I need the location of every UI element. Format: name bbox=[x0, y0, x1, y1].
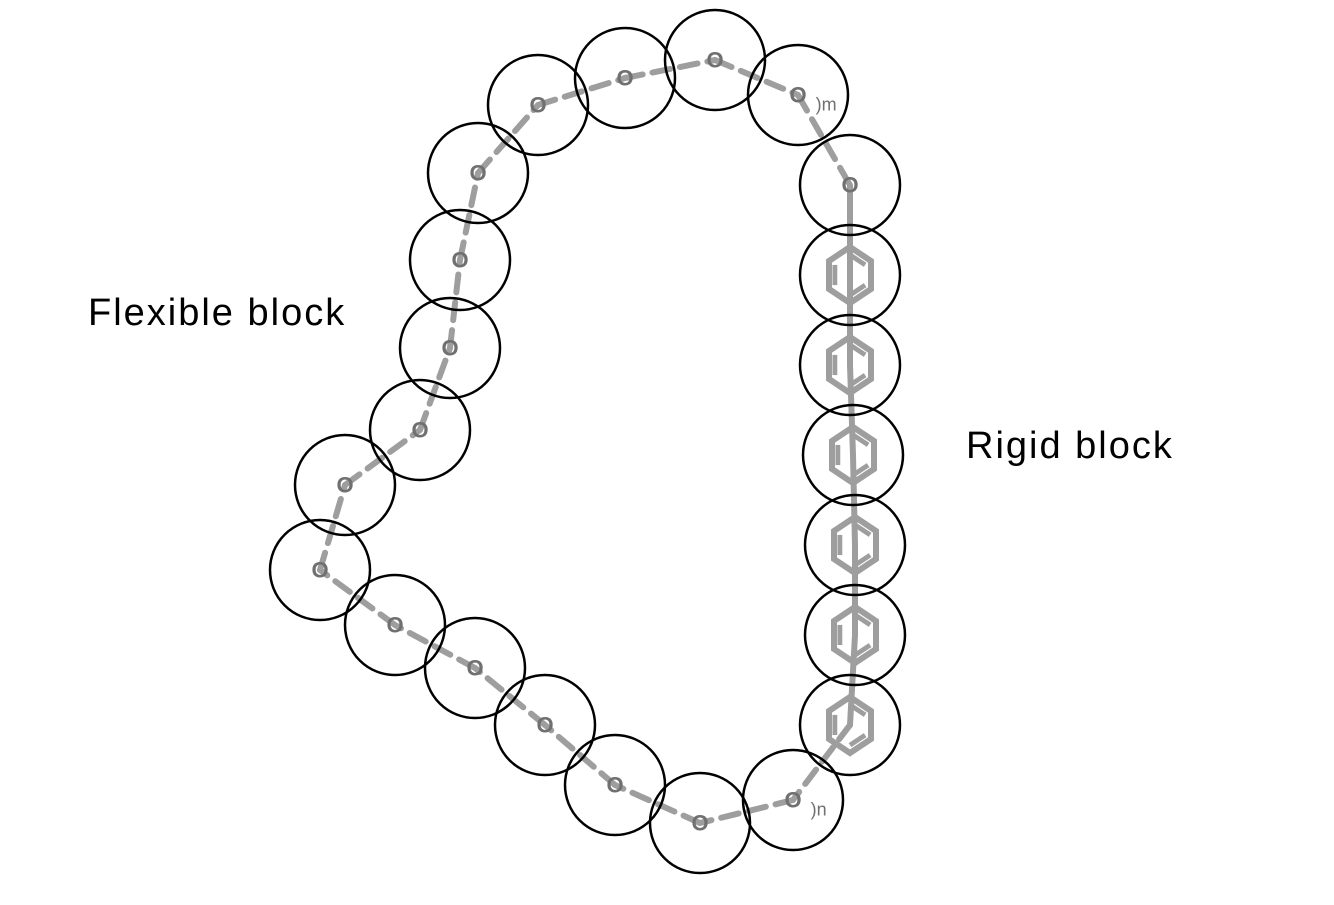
oxygen-label: O bbox=[616, 66, 633, 91]
monomer-circles bbox=[270, 10, 905, 873]
repeat-subscript: )n bbox=[811, 799, 827, 819]
backbone-segment bbox=[625, 60, 715, 78]
backbone-segment bbox=[320, 570, 395, 625]
oxygen-label: O bbox=[789, 83, 806, 108]
oxygen-label: O bbox=[529, 93, 546, 118]
backbone-segment bbox=[395, 625, 475, 668]
oxygen-label: O bbox=[411, 418, 428, 443]
oxygen-label: O bbox=[336, 473, 353, 498]
oxygen-label: O bbox=[606, 773, 623, 798]
backbone-segment bbox=[615, 785, 700, 823]
oxygen-label: O bbox=[841, 173, 858, 198]
repeat-subscript: )m bbox=[816, 94, 837, 114]
backbone-segment bbox=[850, 635, 855, 725]
oxygen-label: O bbox=[451, 248, 468, 273]
backbone-segment bbox=[850, 365, 853, 455]
oxygen-label: O bbox=[441, 336, 458, 361]
backbone-segment bbox=[345, 430, 420, 485]
oxygen-label: O bbox=[706, 48, 723, 73]
backbone-segment bbox=[853, 455, 855, 545]
oxygen-label: O bbox=[386, 613, 403, 638]
oxygen-label: O bbox=[784, 788, 801, 813]
flexible-block-label: Flexible block bbox=[88, 292, 346, 335]
oxygen-label: O bbox=[691, 811, 708, 836]
oxygen-label: O bbox=[311, 558, 328, 583]
oxygen-label: O bbox=[466, 656, 483, 681]
rigid-block-label: Rigid block bbox=[966, 425, 1174, 468]
backbone-segment bbox=[545, 725, 615, 785]
oxygen-label: O bbox=[469, 161, 486, 186]
oxygen-label: O bbox=[536, 713, 553, 738]
polymer-backbone bbox=[320, 60, 855, 823]
